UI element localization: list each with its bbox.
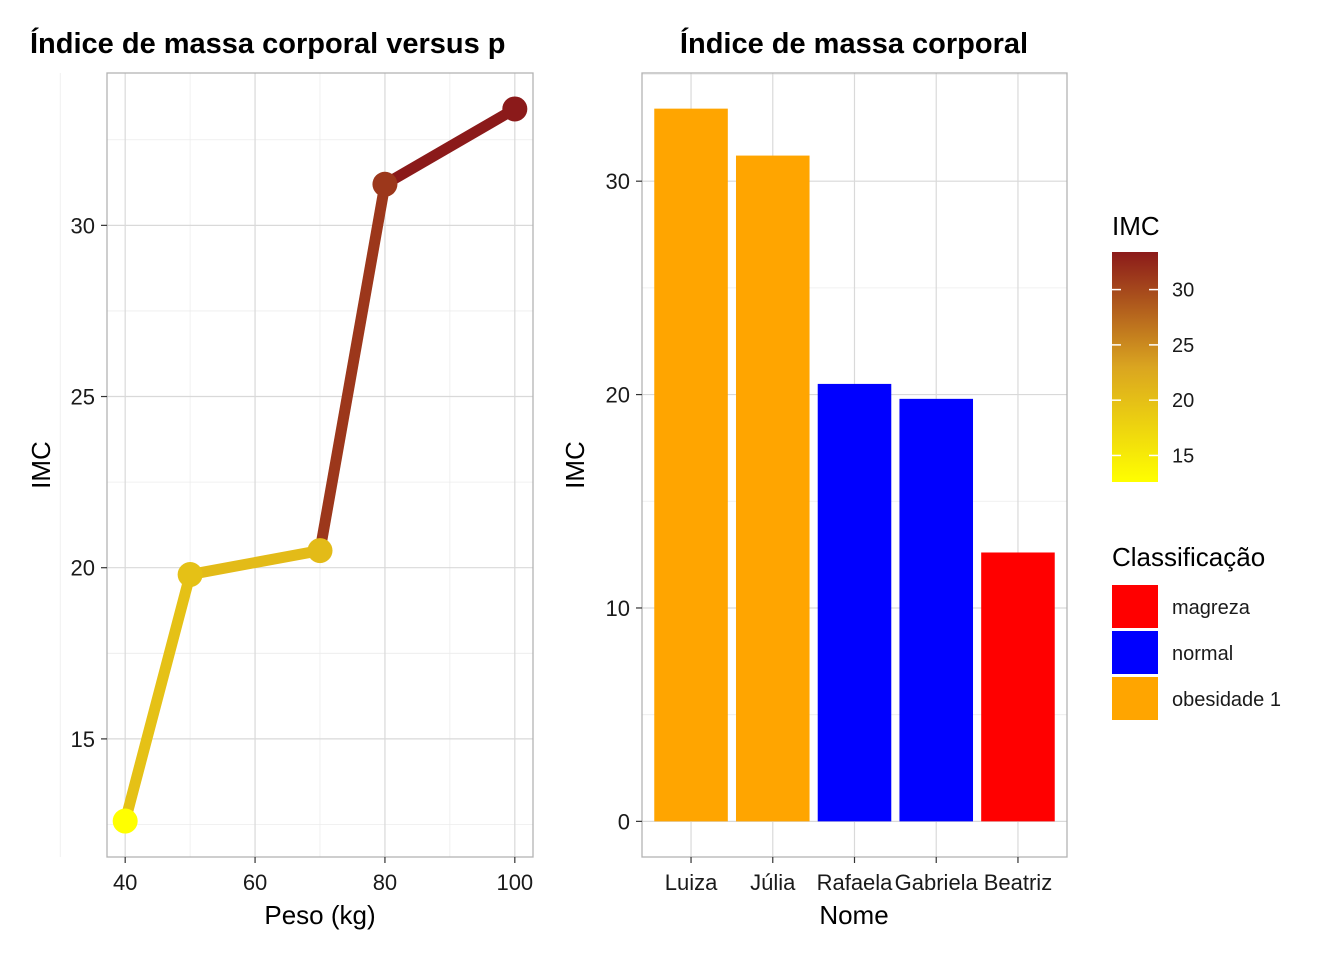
line-chart-panel: Índice de massa corporal versus p 40 60 80…	[26, 26, 534, 930]
legend-label: magreza	[1172, 597, 1251, 619]
data-point	[502, 96, 528, 122]
bar-beatriz	[981, 552, 1055, 822]
bar-júlia	[735, 155, 810, 822]
line-segment	[314, 183, 391, 552]
bar-chart-y-axis-title: IMC	[560, 441, 590, 489]
classificacao-legend: Classificação magreza normal obesidade 1	[1112, 542, 1281, 720]
legend-label: normal	[1172, 643, 1233, 665]
bar-luiza	[654, 108, 728, 822]
line-chart-x-axis-title: Peso (kg)	[264, 900, 375, 930]
bar-chart-panel: Índice de massa corporal 0 10 20 30 Luiza Júl…	[560, 26, 1068, 930]
imc-legend-title: IMC	[1112, 211, 1160, 241]
data-point	[372, 171, 398, 197]
y-tick-label: 30	[71, 213, 95, 238]
x-tick-label: 40	[113, 870, 137, 895]
y-tick-label: 20	[71, 556, 95, 581]
line-chart-title: Índice de massa corporal versus p	[30, 26, 505, 60]
data-point	[307, 538, 333, 564]
x-tick-label: Júlia	[750, 870, 796, 895]
data-point	[112, 808, 138, 834]
x-tick-label: Rafaela	[817, 870, 894, 895]
imc-colorbar	[1112, 252, 1158, 482]
colorbar-tick-label: 30	[1172, 280, 1194, 302]
imc-colorbar-ticks: 15 20 25 30	[1112, 280, 1194, 467]
y-tick-label: 0	[618, 809, 630, 834]
line-chart-y-axis-title: IMC	[26, 441, 56, 489]
legend-swatch-normal	[1112, 631, 1158, 674]
x-tick-label: 60	[243, 870, 267, 895]
legend-swatch-obesidade-1	[1112, 677, 1158, 720]
bar-chart-ticks: 0 10 20 30 Luiza Júlia Rafaela Gabriela Beatriz	[606, 169, 1053, 895]
x-tick-label: Gabriela	[895, 870, 979, 895]
y-tick-label: 25	[71, 385, 95, 410]
x-tick-label: Luiza	[665, 870, 718, 895]
line-chart-ticks: 40 60 80 100 15 20 25 30	[71, 213, 534, 895]
line-chart-frame	[106, 72, 534, 858]
legend-label: obesidade 1	[1172, 689, 1281, 711]
legend-swatch-magreza	[1112, 585, 1158, 628]
bar-chart-x-axis-title: Nome	[819, 900, 888, 930]
bar-chart-bars	[654, 108, 1055, 822]
line-segment	[119, 573, 196, 823]
bar-rafaela	[817, 383, 892, 822]
line-segment	[189, 545, 321, 580]
line-segment	[382, 104, 518, 190]
x-tick-label: 100	[496, 870, 533, 895]
colorbar-tick-label: 20	[1172, 390, 1194, 412]
data-point	[177, 562, 203, 588]
bar-gabriela	[899, 398, 974, 822]
classificacao-legend-title: Classificação	[1112, 542, 1265, 572]
y-tick-label: 10	[606, 596, 630, 621]
colorbar-tick-label: 25	[1172, 335, 1194, 357]
bar-chart-title: Índice de massa corporal	[680, 26, 1028, 60]
x-tick-label: 80	[373, 870, 397, 895]
y-tick-label: 15	[71, 727, 95, 752]
line-chart-series	[112, 96, 528, 834]
imc-legend: IMC 15 20 25 30	[1112, 211, 1194, 482]
classificacao-legend-items: magreza normal obesidade 1	[1112, 585, 1281, 720]
y-tick-label: 20	[606, 383, 630, 408]
x-tick-label: Beatriz	[984, 870, 1052, 895]
colorbar-tick-label: 15	[1172, 445, 1194, 467]
line-chart-grid	[59, 73, 533, 857]
y-tick-label: 30	[606, 169, 630, 194]
